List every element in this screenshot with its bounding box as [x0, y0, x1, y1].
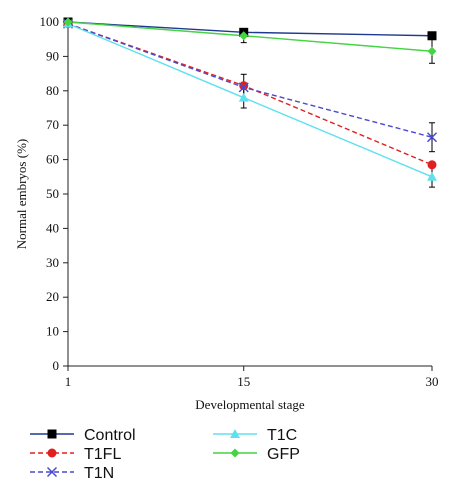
data-point-t1fl: [239, 81, 249, 91]
x-axis-title: Developmental stage: [195, 397, 305, 412]
data-point-t1n: [426, 132, 438, 143]
axes: [67, 18, 432, 367]
y-tick-label: 90: [46, 48, 59, 63]
y-tick-label: 70: [46, 117, 59, 132]
marker-stroke: [426, 132, 438, 143]
y-tick-label: 0: [53, 358, 60, 373]
x-tick-label: 15: [237, 374, 250, 389]
data-point-control: [427, 31, 437, 41]
series-line-t1n: [67, 23, 433, 138]
legend-item-t1c: T1C: [213, 427, 297, 444]
legend-item-t1n: T1N: [30, 465, 114, 482]
legend-swatch-marker: [230, 448, 240, 458]
data-point-t1c: [238, 92, 249, 102]
data-point-gfp: [63, 17, 73, 27]
y-tick-label: 50: [46, 186, 59, 201]
marker-stroke: [238, 82, 249, 93]
legend-swatch-marker: [47, 448, 57, 458]
y-tick-label: 80: [46, 83, 59, 98]
series-lines: [67, 21, 433, 178]
data-point-t1c: [427, 171, 437, 181]
legend-item-gfp: GFP: [213, 446, 300, 463]
x-tick-label: 30: [426, 374, 439, 389]
legend: Control T1FL T1N T1C GFP: [30, 427, 300, 482]
data-point-gfp: [239, 31, 249, 41]
ticks: 0 10 20 30 40 50 60 70 80 90 100 1 15 30: [40, 14, 439, 389]
legend-swatch-marker: [47, 429, 57, 439]
legend-item-t1fl: T1FL: [30, 446, 121, 463]
legend-swatch-marker: [46, 466, 58, 478]
y-axis-title: Normal embryos (%): [14, 139, 29, 249]
y-tick-label: 20: [46, 289, 59, 304]
y-tick-label: 60: [46, 152, 59, 167]
marker-stroke: [46, 466, 58, 478]
y-tick-label: 100: [40, 14, 60, 29]
legend-label-t1c: T1C: [267, 427, 297, 444]
data-point-t1n: [238, 82, 249, 93]
y-tick-label: 30: [46, 255, 59, 270]
legend-label-control: Control: [84, 427, 136, 444]
series-line-control: [67, 21, 433, 37]
data-point-t1fl: [427, 160, 437, 170]
legend-label-gfp: GFP: [267, 446, 300, 463]
series-markers: [62, 17, 438, 181]
data-point-gfp: [427, 46, 437, 56]
legend-swatch-marker: [230, 429, 240, 438]
y-tick-label: 10: [46, 324, 59, 339]
legend-item-control: Control: [30, 427, 136, 444]
x-tick-label: 1: [65, 374, 72, 389]
legend-label-t1fl: T1FL: [84, 446, 121, 463]
y-tick-label: 40: [46, 220, 59, 235]
legend-label-t1n: T1N: [84, 465, 114, 482]
series-line-t1fl: [67, 23, 433, 166]
